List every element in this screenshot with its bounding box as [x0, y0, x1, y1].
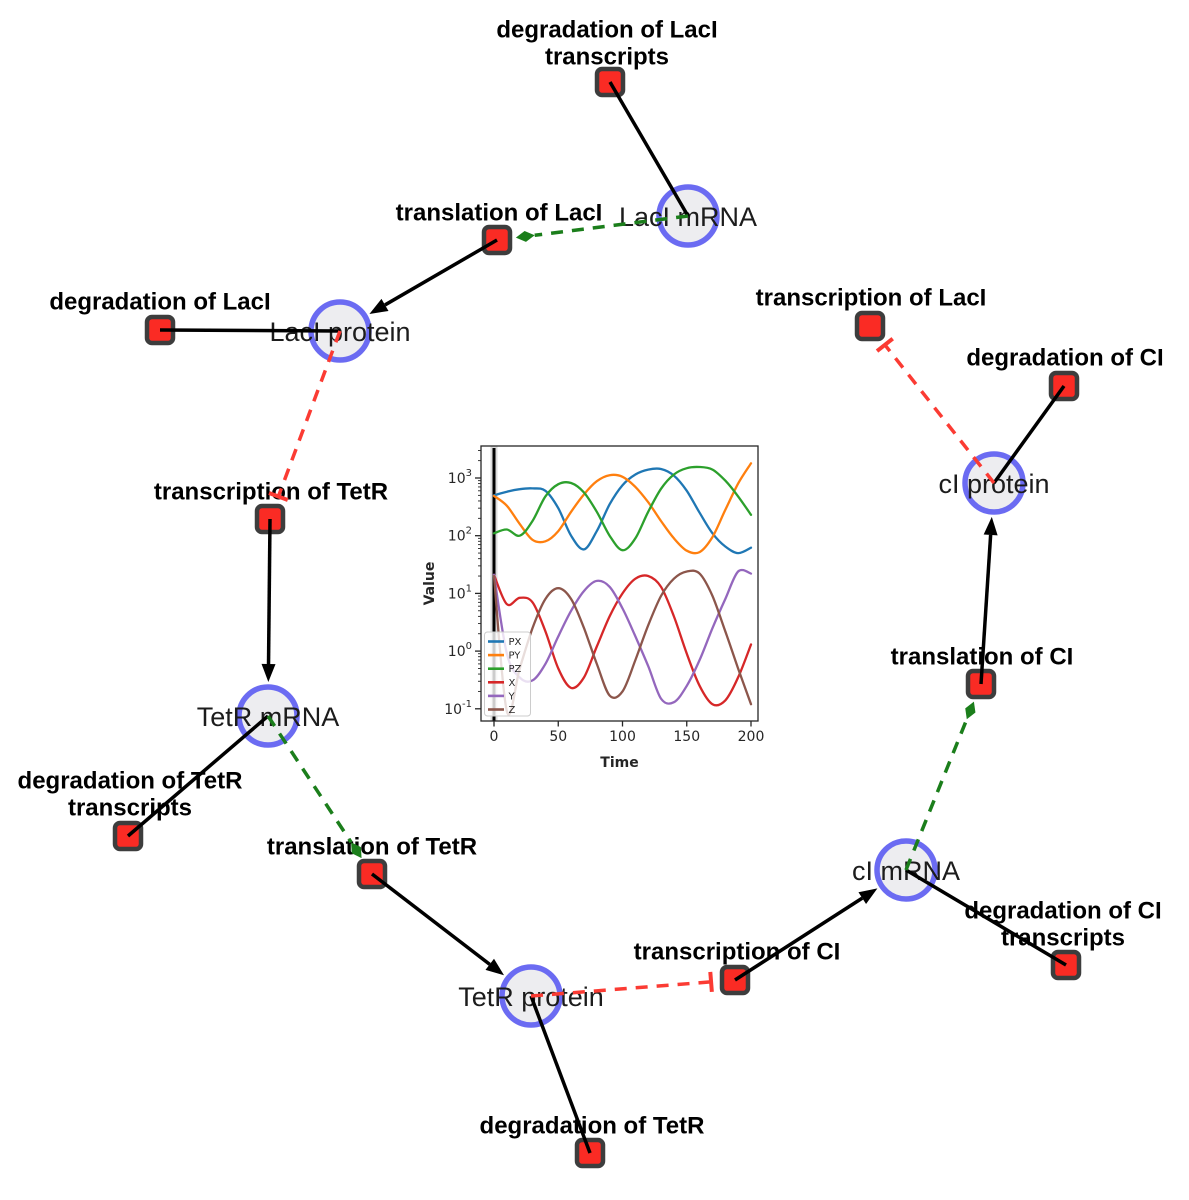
reaction-label-transl_laci: translation of LacI — [396, 200, 603, 227]
series-line-PY — [492, 462, 753, 555]
production-arrowhead-icon — [983, 516, 998, 536]
edge-production-transc_ci-ci_mrna — [734, 896, 864, 982]
production-arrowhead-icon — [858, 888, 878, 905]
series-line-Y — [492, 568, 753, 705]
labels-layer: degradation of LacItranscriptstranslatio… — [18, 17, 1164, 1140]
inhibition-tee-icon — [875, 337, 894, 353]
edge-production-transl_laci-laci_protein — [384, 238, 498, 307]
edge-consumption-tetr_protein-deg_tetr — [529, 995, 592, 1154]
edge-inhibition-laci_protein-transc_tetr — [276, 330, 342, 498]
edge-modifier-laci_mrna-transl_laci — [534, 214, 689, 237]
x-axis-label: Time — [600, 755, 638, 771]
modifier-diamond-icon — [351, 842, 362, 859]
x-tick-label: 200 — [738, 729, 765, 745]
production-arrowhead-icon — [261, 663, 276, 683]
y-tick-label: 102 — [448, 526, 472, 545]
inhibition-tee-icon — [268, 491, 289, 502]
series-line-Z — [492, 569, 753, 716]
series-line-PZ — [492, 465, 753, 552]
x-tick-label: 150 — [673, 729, 700, 745]
legend-label-Y: Y — [508, 691, 516, 702]
modifier-diamond-icon — [965, 701, 976, 720]
edge-consumption-tetr_mrna-deg_tetr_tx — [126, 714, 270, 838]
chart-axes-frame — [480, 445, 759, 722]
y-tick-label: 103 — [448, 468, 472, 487]
inhibition-tee-icon — [708, 971, 714, 993]
nodes-layer — [112, 66, 1082, 1169]
inset-chart: 0 50 100 150 200 10-1 100 101 102 103 Time Value PX P… — [422, 445, 765, 771]
modifier-diamond-icon — [515, 230, 535, 242]
species-label-ci_protein: cI protein — [938, 469, 1049, 499]
edge-consumption-ci_protein-deg_ci — [992, 384, 1066, 485]
edge-consumption-laci_protein-deg_laci — [159, 328, 341, 333]
production-arrowhead-icon — [485, 958, 505, 976]
reaction-label-deg_tetr: degradation of TetR — [480, 1113, 705, 1140]
x-tick-label: 50 — [549, 729, 567, 745]
reaction-label-deg_ci_tx: degradation of CI — [964, 898, 1161, 925]
production-arrowhead-icon — [369, 298, 389, 314]
legend-label-PY: PY — [509, 651, 522, 662]
edge-production-transl_ci-ci_protein — [979, 534, 993, 685]
reaction-label-deg_laci: degradation of LacI — [49, 289, 270, 316]
y-tick-label: 101 — [448, 583, 472, 602]
reaction-label-deg_ci: degradation of CI — [966, 345, 1163, 372]
edge-production-transc_tetr-tetr_mrna — [266, 518, 272, 665]
reaction-label-deg_tetr_tx: degradation of TetR — [18, 768, 243, 795]
reaction-label-transl_tetr: translation of TetR — [267, 834, 477, 861]
y-axis-label: Value — [422, 562, 438, 606]
edge-inhibition-ci_protein-transc_laci — [883, 343, 996, 485]
chart-series-layer — [492, 462, 753, 716]
edge-production-transl_tetr-tetr_protein — [370, 872, 491, 966]
reaction-label-transc_ci: transcription of CI — [634, 939, 841, 966]
y-tick-label: 10-1 — [444, 699, 472, 718]
legend-label-Z: Z — [509, 705, 516, 716]
edge-inhibition-tetr_protein-transc_ci — [530, 980, 712, 998]
series-line-PX — [492, 467, 753, 555]
reaction-label-deg_laci_tx: degradation of LacI — [496, 17, 717, 44]
reaction-node-transc_laci — [854, 310, 886, 342]
reaction-label-transc_laci: transcription of LacI — [756, 285, 987, 312]
y-tick-label: 100 — [448, 641, 472, 660]
edge-consumption-ci_mrna-deg_ci_tx — [905, 868, 1067, 967]
legend-label-PZ: PZ — [509, 664, 522, 675]
series-line-X — [492, 573, 753, 707]
reaction-label-deg_laci_tx: transcripts — [545, 44, 669, 71]
chart-legend-box — [484, 631, 531, 717]
edge-modifier-ci_mrna-transl_ci — [904, 718, 969, 871]
edge-modifier-tetr_mrna-transl_tetr — [266, 715, 353, 844]
legend-label-X: X — [509, 678, 516, 689]
edge-consumption-laci_mrna-deg_laci_tx — [608, 81, 690, 217]
x-tick-label: 0 — [490, 729, 499, 745]
legend-label-PX: PX — [509, 637, 522, 648]
x-tick-label: 100 — [609, 729, 636, 745]
